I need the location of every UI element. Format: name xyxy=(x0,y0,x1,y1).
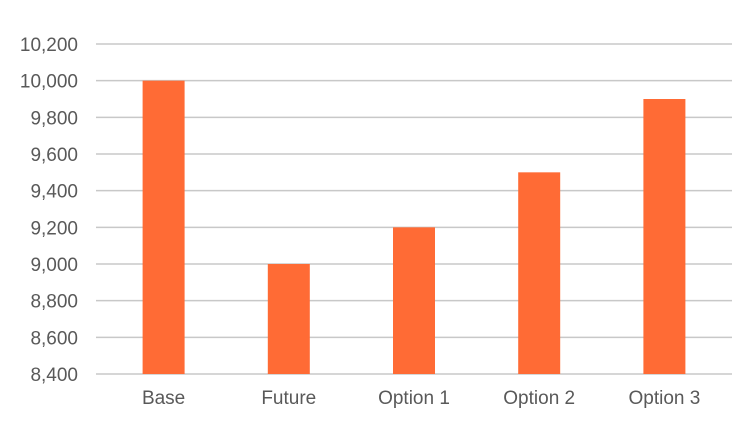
x-axis-category-labels: Base Future Option 1 Option 2 Option 3 xyxy=(142,388,700,409)
y-tick-label: 9,600 xyxy=(30,145,78,166)
y-tick-label: 9,200 xyxy=(30,218,78,239)
bar-future xyxy=(267,264,310,374)
bar-option-3 xyxy=(643,99,686,374)
bar-option-2 xyxy=(518,172,561,374)
y-tick-label: 8,600 xyxy=(30,328,78,349)
x-category-label: Base xyxy=(142,388,185,409)
y-tick-label: 9,000 xyxy=(30,255,78,276)
y-tick-label: 8,400 xyxy=(30,365,78,386)
x-category-label: Option 2 xyxy=(503,388,575,409)
bar-option-1 xyxy=(393,227,435,374)
y-tick-label: 8,800 xyxy=(30,292,78,313)
bars xyxy=(142,80,686,375)
y-tick-label: 10,200 xyxy=(20,35,78,56)
x-category-label: Option 3 xyxy=(628,388,700,409)
y-axis-tick-labels: 8,400 8,600 8,800 9,000 9,200 9,400 9,600 9,800… xyxy=(20,35,78,386)
x-category-label: Future xyxy=(261,388,316,409)
bar-base xyxy=(142,80,185,375)
y-tick-label: 9,400 xyxy=(30,182,78,203)
x-category-label: Option 1 xyxy=(378,388,450,409)
y-tick-label: 9,800 xyxy=(30,108,78,129)
y-tick-label: 10,000 xyxy=(20,72,78,93)
